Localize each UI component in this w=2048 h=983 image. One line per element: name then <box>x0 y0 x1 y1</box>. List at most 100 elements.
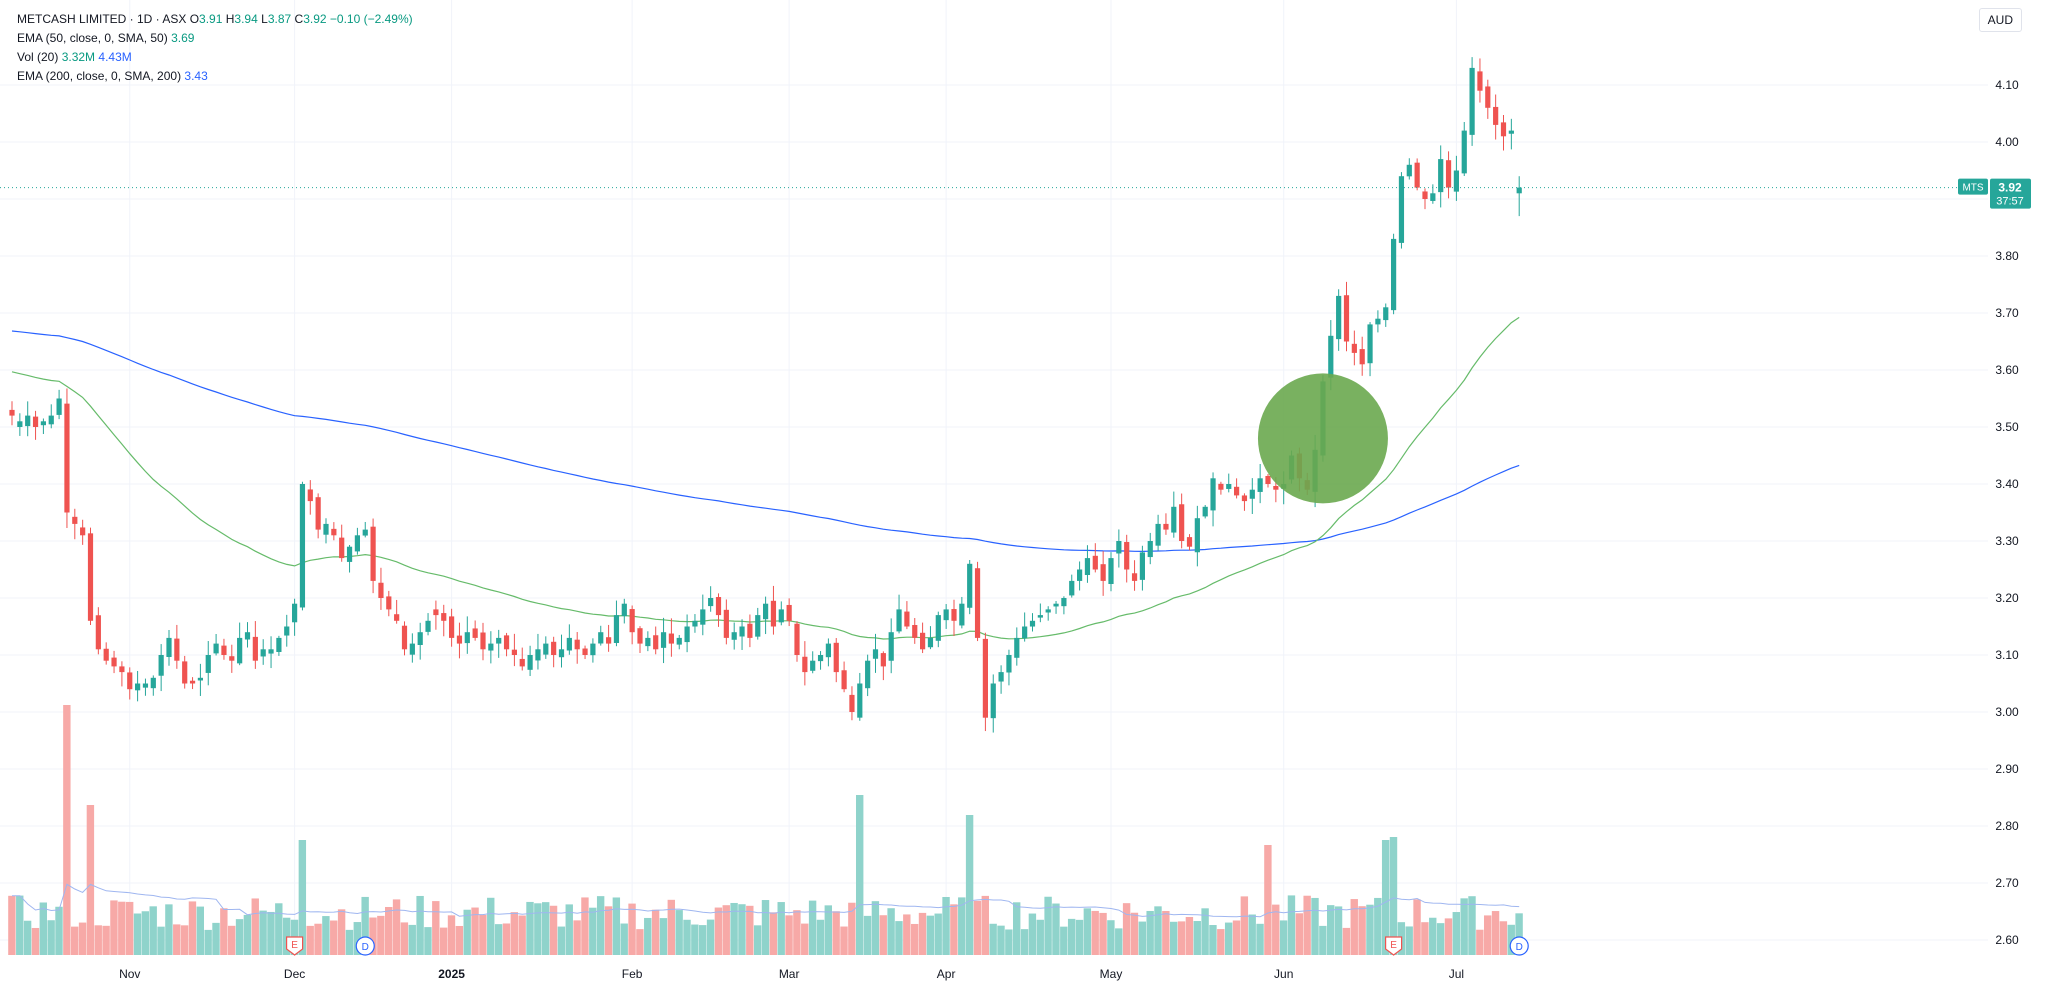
price-tick-label: 3.30 <box>1995 534 2019 548</box>
candle-body <box>166 637 172 657</box>
volume-bar <box>801 923 809 955</box>
volume-bar <box>1091 910 1099 955</box>
candle-body <box>339 537 345 559</box>
volume-bar <box>1036 919 1044 955</box>
candle-body <box>127 672 133 690</box>
candle-body <box>449 616 455 638</box>
ema50-label: EMA (50, close, 0, SMA, 50) <box>17 31 168 45</box>
volume-bar <box>1052 903 1060 955</box>
candle-body <box>394 614 400 621</box>
legend-title-row[interactable]: METCASH LIMITED · 1D · ASX O3.91 H3.94 L… <box>17 10 413 29</box>
volume-bar <box>47 920 55 955</box>
price-tick-label: 3.20 <box>1995 591 2019 605</box>
time-tick-label: 2025 <box>438 967 465 981</box>
volume-bar <box>228 925 236 955</box>
volume-bar <box>1028 913 1037 955</box>
volume-bar <box>439 927 448 955</box>
volume-bar <box>1075 919 1084 955</box>
candle-body <box>370 526 376 581</box>
volume-bar <box>997 925 1005 955</box>
close-value: 3.92 <box>303 12 327 26</box>
volume-bar <box>1319 925 1327 955</box>
volume-bar <box>761 900 770 955</box>
candle-body <box>590 643 596 656</box>
currency-button[interactable]: AUD <box>1978 8 2022 32</box>
candle-body <box>1273 485 1279 490</box>
price-tick-label: 3.60 <box>1995 363 2019 377</box>
candle-body <box>292 603 298 623</box>
volume-bar <box>1138 921 1146 955</box>
legend-vol-row[interactable]: Vol (20) 3.32M 4.43M <box>17 48 413 67</box>
candle-body <box>441 613 447 621</box>
legend-ema200-row[interactable]: EMA (200, close, 0, SMA, 200) 3.43 <box>17 67 413 86</box>
volume-bar <box>1177 921 1186 955</box>
volume-bar <box>856 795 864 955</box>
time-axis[interactable]: Nov Dec 2025 Feb Mar Apr May Jun Jul <box>119 967 1464 981</box>
candle-body <box>1336 295 1342 340</box>
volume-bar <box>1146 910 1154 955</box>
candle-body <box>645 637 651 647</box>
volume-bar <box>1005 929 1013 955</box>
dividend-marker <box>1509 936 1529 956</box>
volume-bar <box>1491 911 1500 955</box>
candle-body <box>1422 191 1428 199</box>
candle-body <box>135 683 141 691</box>
candle-body <box>331 528 337 536</box>
volume-bar <box>1162 910 1170 955</box>
volume-bar <box>926 915 935 955</box>
candle-body <box>551 641 557 655</box>
volume-bar <box>455 925 464 955</box>
candle-body <box>1438 159 1444 193</box>
high-label: H <box>225 12 235 26</box>
candle-body <box>896 609 902 632</box>
volume-bar <box>243 914 252 955</box>
volume-bar <box>188 901 197 955</box>
symbol-title[interactable]: METCASH LIMITED · 1D · ASX <box>17 12 187 26</box>
volume-bar <box>581 897 589 955</box>
price-axis[interactable]: 2.60 2.70 2.80 2.90 3.00 3.10 3.20 3.30 3.40 3.50… <box>1995 78 2019 947</box>
volume-bar <box>738 904 746 955</box>
earnings-marker-label: E <box>1390 940 1397 951</box>
candle-body <box>95 615 101 650</box>
candle-body <box>786 604 792 621</box>
price-tick-label: 4.10 <box>1995 78 2019 92</box>
volume-bar <box>1272 904 1280 955</box>
candle-body <box>865 660 871 689</box>
volume-bar <box>102 925 110 955</box>
volume-bar <box>447 915 456 955</box>
volume-bar <box>596 896 605 955</box>
candle-body <box>1343 295 1350 342</box>
volume-bar <box>63 705 71 955</box>
badge-price-bg <box>1990 178 2031 209</box>
volume-bar <box>1374 897 1382 955</box>
price-tick-label: 2.60 <box>1995 933 2019 947</box>
volume-bar <box>1232 920 1241 955</box>
candle-body <box>244 632 251 640</box>
volume-bar <box>1279 920 1288 955</box>
candle-body <box>1116 541 1122 554</box>
candle-body <box>920 632 926 650</box>
volume-bar <box>518 915 526 955</box>
candle-body <box>323 523 329 535</box>
volume-bar <box>337 909 346 955</box>
candle-body <box>1241 495 1248 502</box>
volume-bar <box>1115 928 1123 955</box>
volume-bar <box>589 907 597 955</box>
volume-bar <box>612 897 621 955</box>
high-value: 3.94 <box>234 12 258 26</box>
volume-bar <box>1460 898 1468 955</box>
ema200-line <box>11 330 1520 553</box>
candle-body <box>307 489 313 502</box>
candle-body <box>692 620 698 627</box>
volume-bar <box>706 919 715 955</box>
legend-ema50-row[interactable]: EMA (50, close, 0, SMA, 50) 3.69 <box>17 29 413 48</box>
volume-bar <box>432 901 440 955</box>
volume-bar <box>863 915 872 955</box>
volume-bar <box>165 904 173 955</box>
volume-bar <box>1484 915 1492 955</box>
chart-legend: METCASH LIMITED · 1D · ASX O3.91 H3.94 L… <box>17 10 413 86</box>
candle-body <box>959 603 965 626</box>
candle-body <box>25 415 31 427</box>
